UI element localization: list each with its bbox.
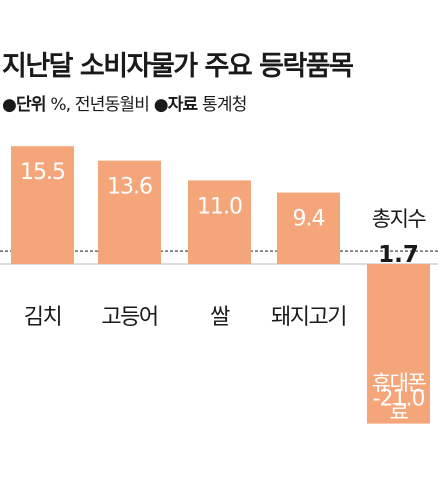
unit-key: ●단위 — [2, 95, 47, 115]
bar-value-label-4: 9.4 — [293, 207, 325, 232]
bar-5 — [367, 264, 430, 424]
category-label-3: 쌀 — [210, 305, 230, 330]
bar-value-label-5: -21.0 — [373, 387, 425, 412]
chart-subtitle: ●단위 %, 전년동월비 ●자료 통계청 — [2, 90, 247, 115]
category-label-1: 김치 — [24, 305, 61, 330]
total-index-value: 1.7 — [378, 242, 419, 268]
source-key: ●자료 — [153, 95, 199, 115]
unit-value: %, 전년동월비 — [45, 95, 154, 115]
source-value: 통계청 — [197, 95, 247, 115]
category-label-4: 돼지고기 — [271, 305, 346, 330]
category-label-2: 고등어 — [101, 305, 157, 330]
category-label-5-line-2: 료 — [390, 400, 409, 424]
total-index-label: 총지수 — [372, 207, 427, 231]
bar-value-label-3: 11.0 — [197, 194, 242, 219]
bar-value-label-1: 15.5 — [20, 160, 65, 185]
bar-2 — [98, 160, 161, 264]
category-label-5-line-1: 휴대폰 — [372, 371, 427, 395]
bar-4 — [277, 192, 340, 264]
bar-value-label-2: 13.6 — [107, 175, 152, 200]
bar-1 — [11, 146, 74, 264]
chart-title: 지난달 소비자물가 주요 등락품목 — [2, 51, 354, 82]
bar-3 — [188, 180, 251, 264]
